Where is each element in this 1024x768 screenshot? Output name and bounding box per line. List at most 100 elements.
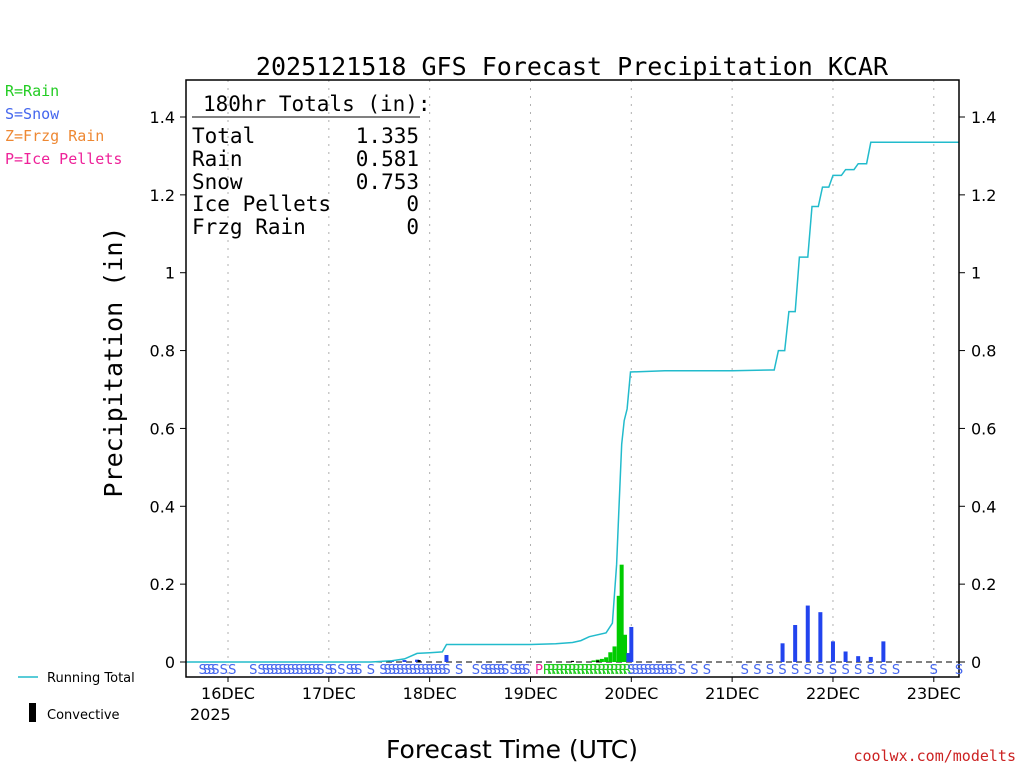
ptype-letter: R	[610, 663, 619, 678]
ptype-letter: S	[325, 663, 333, 678]
precip-bar	[415, 659, 420, 662]
ptype-letter: S	[665, 663, 673, 678]
x-tick-label: 21DEC	[705, 684, 759, 703]
ptype-letter: S	[295, 663, 303, 678]
ptype-letter: S	[867, 663, 875, 678]
precip-bar	[805, 605, 810, 662]
ptype-letter: R	[593, 663, 602, 678]
ptype-letter: S	[661, 663, 669, 678]
ptype-letter: S	[442, 663, 450, 678]
precip-bar	[444, 654, 449, 662]
ptype-letter: S	[308, 663, 316, 678]
ptype-letter: S	[220, 663, 228, 678]
ptype-letter: S	[879, 663, 887, 678]
x-axis-label: Forecast Time (UTC)	[386, 735, 638, 764]
bar-series	[389, 564, 886, 662]
plot-frame	[185, 79, 960, 678]
precip-bar	[868, 656, 873, 662]
legend-rain: R=Rain	[5, 82, 59, 100]
y-tick-label-right: 1.2	[971, 186, 996, 205]
ptype-letter: S	[510, 663, 518, 678]
ptype-letter: S	[741, 663, 749, 678]
precip-bar	[881, 641, 886, 662]
ptype-letter: S	[518, 663, 526, 678]
totals-box: 180hr Totals (in): Total 1.335 Rain 0.58…	[192, 92, 431, 239]
ptype-letter: S	[400, 663, 408, 678]
ptype-letter: S	[522, 663, 530, 678]
ptype-letter: S	[930, 663, 938, 678]
ptype-letter: S	[430, 663, 438, 678]
ptype-letter: R	[576, 663, 585, 678]
totals-frzg-label: Frzg Rain	[192, 215, 306, 239]
ptype-letter: S	[270, 663, 278, 678]
ptype-letter: S	[791, 663, 799, 678]
precip-bar	[599, 658, 604, 662]
credit-text: coolwx.com/modelts	[853, 747, 1016, 765]
ptype-letter: R	[547, 663, 556, 678]
ptype-letter: S	[892, 663, 900, 678]
totals-header: 180hr Totals (in):	[203, 92, 431, 116]
ptype-letter: S	[266, 663, 274, 678]
ptype-letter: S	[304, 663, 312, 678]
ptype-letter: R	[572, 663, 581, 678]
precip-bar	[591, 660, 596, 662]
y-tick-label-left: 1.2	[150, 186, 175, 205]
ptype-letter: S	[804, 663, 812, 678]
ptype-letter: S	[497, 663, 505, 678]
y-tick-label-left: 0	[165, 653, 175, 672]
y-tick-label-right: 0.4	[971, 497, 996, 516]
ptype-letter: R	[560, 663, 569, 678]
y-tick-label-right: 0.8	[971, 342, 996, 361]
ptype-letter: S	[199, 663, 207, 678]
ptype-letter: R	[614, 663, 623, 678]
convective-bar	[571, 660, 574, 662]
precip-bar	[626, 653, 631, 662]
ptype-letter: S	[207, 663, 215, 678]
ptype-letter: P	[535, 663, 543, 678]
ptype-letter: S	[421, 663, 429, 678]
totals-pellets-label: Ice Pellets	[192, 192, 331, 216]
ptype-letter: R	[602, 663, 611, 678]
legend-ice-pellets: P=Ice Pellets	[5, 150, 122, 168]
x-tick-label: 16DEC	[201, 684, 255, 703]
grid-lines	[186, 80, 959, 677]
ptype-letter: R	[555, 663, 564, 678]
ptype-letter: S	[262, 663, 270, 678]
ptype-letter: R	[589, 663, 598, 678]
y-tick-label-left: 1	[165, 264, 175, 283]
ptype-letter: S	[703, 663, 711, 678]
ptype-letter: S	[669, 663, 677, 678]
ptype-letter: S	[417, 663, 425, 678]
ptype-legend: R=Rain S=Snow Z=Frzg Rain P=Ice Pellets	[5, 82, 122, 168]
precip-bar	[608, 652, 613, 662]
ptype-letter: R	[564, 663, 573, 678]
ptype-letter: R	[585, 663, 594, 678]
convective-legend-swatch	[29, 703, 36, 722]
convective-legend-label: Convective	[47, 708, 120, 723]
convective-bar	[596, 660, 600, 662]
ptype-letter: S	[766, 663, 774, 678]
x-tick-label: 23DEC	[907, 684, 961, 703]
y-tick-label-right: 0	[971, 653, 981, 672]
ptype-letter: S	[514, 663, 522, 678]
ptype-letter: S	[501, 663, 509, 678]
y-tick-label-right: 1	[971, 264, 981, 283]
x-tick-label: 20DEC	[604, 684, 658, 703]
precip-bar	[818, 612, 823, 662]
x-tick-label: 18DEC	[403, 684, 457, 703]
ptype-letter: S	[367, 663, 375, 678]
ptype-letter: S	[455, 663, 463, 678]
precip-bar	[830, 641, 835, 662]
ptype-letter: R	[543, 663, 552, 678]
totals-pellets-value: 0	[406, 192, 419, 216]
running-total-legend-label: Running Total	[47, 671, 135, 686]
ptype-letter: S	[211, 663, 219, 678]
ptype-letter: S	[316, 663, 324, 678]
ptype-letter: S	[778, 663, 786, 678]
y-tick-label-left: 0.8	[150, 342, 175, 361]
ptype-letter: S	[434, 663, 442, 678]
ptype-letter: R	[618, 663, 627, 678]
ptype-letter: S	[291, 663, 299, 678]
ptype-letter: S	[480, 663, 488, 678]
